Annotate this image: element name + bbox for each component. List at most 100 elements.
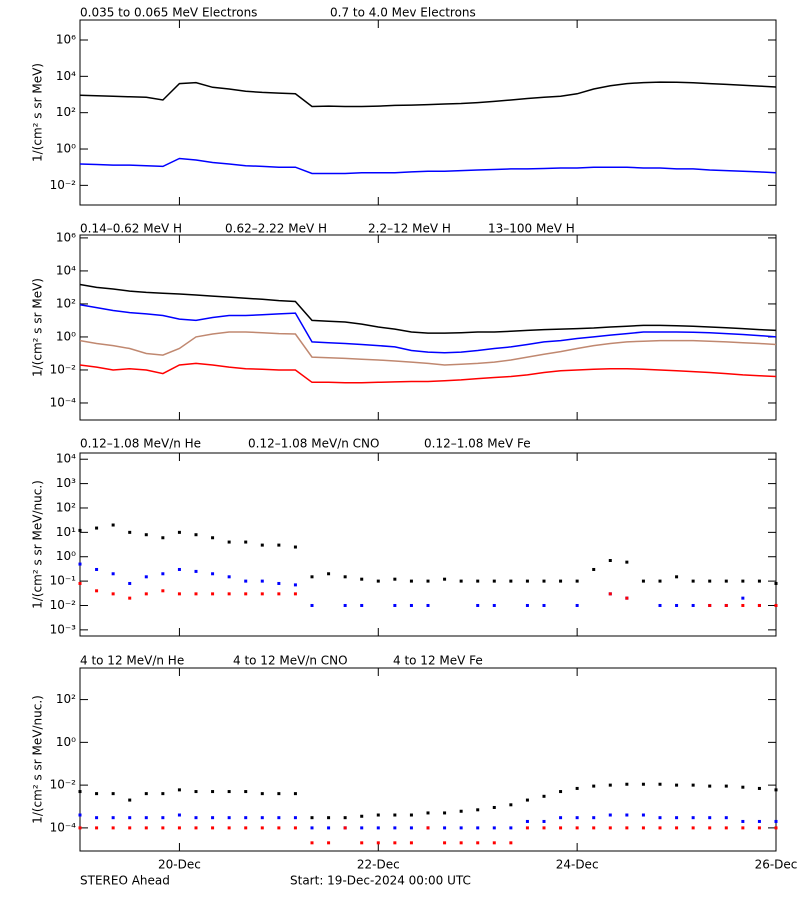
data-point xyxy=(293,826,297,830)
data-point xyxy=(525,603,529,607)
data-point xyxy=(426,579,430,583)
data-point xyxy=(161,826,165,830)
data-point xyxy=(293,545,297,549)
data-point xyxy=(459,809,463,813)
data-point xyxy=(509,826,513,830)
data-point xyxy=(327,572,331,576)
data-point xyxy=(492,805,496,809)
y-axis-label: 1/(cm² s sr MeV) xyxy=(31,278,45,377)
legend-entry: 4 to 12 MeV/n CNO xyxy=(233,654,348,668)
data-point xyxy=(260,826,264,830)
data-point xyxy=(227,816,231,820)
data-point xyxy=(310,841,314,845)
legend-entry: 0.62–2.22 MeV H xyxy=(225,222,327,236)
data-point xyxy=(244,790,248,794)
data-point xyxy=(194,826,198,830)
legend-entry: 4 to 12 MeV/n He xyxy=(80,654,184,668)
data-point xyxy=(144,533,148,537)
data-point xyxy=(675,816,679,820)
data-point xyxy=(708,816,712,820)
data-point xyxy=(774,788,778,792)
y-tick-label: 10⁰ xyxy=(56,549,76,563)
data-point xyxy=(293,792,297,796)
data-point xyxy=(293,816,297,820)
data-point xyxy=(95,526,99,530)
data-point xyxy=(260,592,264,596)
y-tick-label: 10⁶ xyxy=(56,230,76,244)
data-point xyxy=(575,786,579,790)
data-point xyxy=(376,826,380,830)
y-tick-label: 10⁰ xyxy=(56,735,76,749)
data-point xyxy=(592,826,596,830)
data-point xyxy=(608,813,612,817)
data-point xyxy=(244,592,248,596)
data-point xyxy=(625,826,629,830)
data-point xyxy=(211,536,215,540)
data-point xyxy=(161,589,165,593)
data-point xyxy=(310,603,314,607)
data-point xyxy=(177,592,181,596)
plot-frame xyxy=(79,19,777,206)
data-point xyxy=(724,579,728,583)
data-point xyxy=(592,784,596,788)
data-point xyxy=(111,592,115,596)
data-point xyxy=(658,782,662,786)
data-point xyxy=(194,790,198,794)
y-tick-label: 10² xyxy=(56,500,76,514)
data-point xyxy=(128,530,132,534)
data-point xyxy=(492,603,496,607)
data-point xyxy=(608,826,612,830)
footer-start: Start: 19-Dec-2024 00:00 UTC xyxy=(290,874,471,888)
y-tick-label: 10⁻² xyxy=(50,598,77,612)
y-tick-label: 10⁻⁴ xyxy=(50,820,77,834)
data-point xyxy=(542,794,546,798)
data-point xyxy=(575,816,579,820)
y-tick-label: 10³ xyxy=(56,476,76,490)
data-point xyxy=(608,783,612,787)
legend-entry: 0.12–1.08 MeV/n He xyxy=(80,437,201,451)
data-point xyxy=(78,528,82,532)
data-point xyxy=(675,826,679,830)
data-point xyxy=(95,826,99,830)
data-point xyxy=(293,583,297,587)
data-point xyxy=(244,816,248,820)
data-point xyxy=(161,792,165,796)
data-point xyxy=(559,816,563,820)
x-tick-label: 26-Dec xyxy=(755,858,798,872)
data-point xyxy=(260,816,264,820)
series-line xyxy=(79,81,777,108)
data-point xyxy=(194,592,198,596)
data-point xyxy=(658,603,662,607)
data-point xyxy=(443,826,447,830)
data-point xyxy=(641,813,645,817)
data-point xyxy=(426,811,430,815)
data-point xyxy=(542,826,546,830)
x-tick-label: 22-Dec xyxy=(357,858,400,872)
data-point xyxy=(774,819,778,823)
data-point xyxy=(343,603,347,607)
data-point xyxy=(724,784,728,788)
data-point xyxy=(95,589,99,593)
data-point xyxy=(625,560,629,564)
data-point xyxy=(343,575,347,579)
data-point xyxy=(525,819,529,823)
data-point xyxy=(409,841,413,845)
data-point xyxy=(757,826,761,830)
data-point xyxy=(691,816,695,820)
data-point xyxy=(575,603,579,607)
data-point xyxy=(95,816,99,820)
data-point xyxy=(658,826,662,830)
data-point xyxy=(144,592,148,596)
data-point xyxy=(277,792,281,796)
legend-entry: 0.035 to 0.065 MeV Electrons xyxy=(80,6,257,20)
data-point xyxy=(211,592,215,596)
x-tick-label: 24-Dec xyxy=(556,858,599,872)
data-point xyxy=(360,577,364,581)
y-axis-label: 1/(cm² s sr MeV) xyxy=(31,63,45,162)
data-point xyxy=(741,819,745,823)
legend-entry: 0.7 to 4.0 Mev Electrons xyxy=(330,6,476,20)
data-point xyxy=(409,813,413,817)
data-point xyxy=(360,603,364,607)
data-point xyxy=(741,596,745,600)
